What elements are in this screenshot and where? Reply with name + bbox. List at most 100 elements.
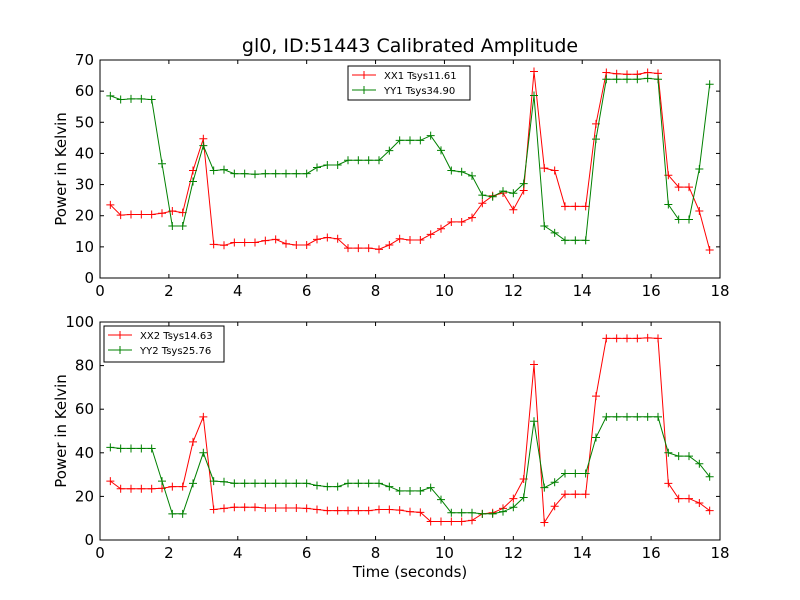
data-point [581, 236, 590, 245]
bottom-chart-panel: 0 2 4 6 8 10 12 14 16 18 0 20 40 60 80 100 Power in Kelv… [52, 313, 730, 562]
data-point [313, 163, 321, 172]
data-point [199, 412, 208, 421]
data-point [612, 334, 621, 343]
data-point [251, 503, 259, 512]
data-point [354, 156, 363, 165]
y-tick-label: 0 [84, 531, 94, 549]
data-point [643, 412, 652, 421]
data-point [240, 503, 249, 512]
data-point [633, 412, 642, 421]
data-point [561, 469, 569, 478]
data-point [178, 482, 187, 491]
data-point [426, 230, 435, 239]
data-point [695, 459, 704, 468]
data-point [323, 506, 332, 515]
data-point [282, 169, 290, 178]
legend-label: YY1 Tsys34.90 [383, 86, 455, 97]
data-point [395, 136, 404, 145]
data-point [292, 169, 301, 178]
x-tick-label: 6 [302, 282, 312, 300]
data-point [509, 205, 518, 214]
data-point [602, 412, 611, 421]
x-tick-label: 6 [302, 544, 312, 562]
data-point [323, 160, 332, 169]
data-point [695, 207, 704, 216]
data-point [550, 478, 559, 487]
x-tick-label: 0 [95, 282, 105, 300]
data-point [437, 517, 445, 526]
y-tick-label: 60 [75, 400, 94, 418]
data-point [333, 506, 342, 515]
data-point [158, 209, 166, 218]
data-point [323, 482, 332, 491]
data-point [447, 508, 456, 517]
legend: XX2 Tsys14.63 YY2 Tsys25.76 [103, 325, 225, 363]
data-point [447, 166, 456, 175]
data-point [530, 417, 538, 426]
data-point [282, 239, 290, 248]
data-point [375, 156, 383, 165]
x-tick-label: 18 [710, 544, 729, 562]
data-point [478, 191, 487, 200]
data-point [406, 486, 414, 495]
data-point [251, 238, 259, 247]
y-tick-label: 40 [75, 144, 94, 162]
data-point [271, 503, 280, 512]
data-point [571, 469, 580, 478]
x-tick-label: 12 [504, 544, 523, 562]
data-point [282, 503, 290, 512]
data-point [282, 479, 290, 488]
chart-title: gl0, ID:51443 Calibrated Amplitude [242, 35, 578, 57]
data-point [426, 517, 435, 526]
data-point [643, 74, 652, 83]
y-axis-label: Power in Kelvin [52, 112, 70, 226]
data-point [158, 477, 166, 486]
data-point [416, 486, 425, 495]
data-point [550, 502, 559, 511]
data-point [674, 215, 683, 224]
data-point [292, 479, 301, 488]
data-point [292, 503, 301, 512]
data-point [633, 334, 642, 343]
legend-label: XX2 Tsys14.63 [140, 331, 213, 342]
x-tick-label: 8 [371, 544, 381, 562]
data-point [395, 486, 404, 495]
x-tick-label: 4 [233, 282, 243, 300]
data-point [416, 236, 425, 245]
data-point [519, 179, 528, 188]
data-point [354, 506, 363, 515]
data-point [654, 334, 662, 343]
data-point [344, 244, 352, 253]
data-point [292, 240, 301, 249]
data-point [530, 67, 538, 76]
data-point [457, 508, 466, 517]
data-point [468, 213, 476, 222]
data-point [705, 245, 714, 254]
data-point [220, 165, 228, 174]
data-point [137, 484, 146, 493]
data-point [240, 169, 249, 178]
data-point [199, 134, 208, 143]
data-point [220, 241, 228, 250]
data-point [468, 516, 476, 525]
data-point [602, 68, 611, 77]
data-point [158, 159, 166, 168]
data-point [313, 481, 321, 490]
data-point [550, 166, 559, 175]
data-point [540, 483, 549, 492]
data-point [168, 482, 177, 491]
data-point [457, 217, 466, 226]
legend: XX1 Tsys11.61 YY1 Tsys34.90 [347, 65, 471, 101]
data-point [209, 477, 218, 486]
data-point [313, 235, 321, 244]
data-point [695, 165, 704, 173]
data-point [333, 160, 342, 169]
data-point [302, 240, 311, 249]
data-point [137, 444, 146, 453]
y-tick-label: 70 [75, 51, 94, 69]
data-point [437, 146, 445, 155]
data-point [385, 146, 394, 155]
y-tick-label: 20 [75, 487, 94, 505]
data-point [333, 482, 342, 491]
y-tick-label: 80 [75, 357, 94, 375]
